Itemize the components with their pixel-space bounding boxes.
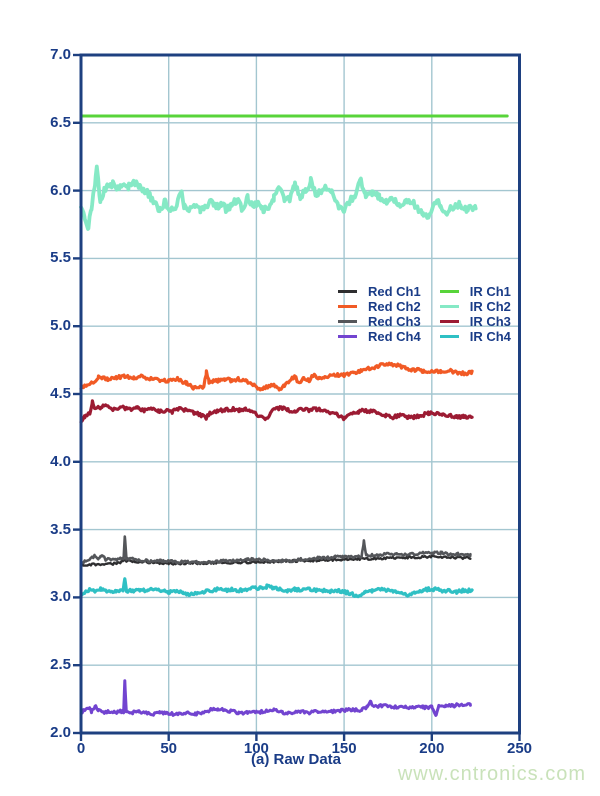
series-ir-ch2 xyxy=(79,164,478,231)
legend-entry: Red Ch2 xyxy=(338,299,421,314)
legend-label: IR Ch3 xyxy=(469,314,511,329)
legend-swatch-icon xyxy=(338,305,357,308)
x-tick-label: 200 xyxy=(419,740,445,757)
watermark-text: www.cntronics.com xyxy=(397,763,586,785)
y-tick-label: 5.5 xyxy=(50,249,71,267)
legend-entry: Red Ch3 xyxy=(338,314,421,329)
legend-swatch-icon xyxy=(338,290,357,293)
y-tick-label: 3.0 xyxy=(50,588,71,606)
series-ir-ch4 xyxy=(79,577,474,599)
legend-swatch-icon xyxy=(439,320,459,323)
legend-label: IR Ch2 xyxy=(469,299,511,314)
y-tick-label: 2.5 xyxy=(50,656,71,674)
y-tick-label: 5.0 xyxy=(50,317,71,335)
y-tick-label: 2.0 xyxy=(50,724,71,741)
legend-swatch-icon xyxy=(439,290,459,293)
series-red-ch2 xyxy=(79,361,474,392)
legend-entry: IR Ch3 xyxy=(439,314,511,329)
legend-entry: IR Ch4 xyxy=(439,329,511,344)
y-tick-label: 4.5 xyxy=(50,385,71,402)
legend-label: Red Ch2 xyxy=(368,299,421,314)
legend-column: IR Ch1 IR Ch2 IR Ch3 IR Ch4 xyxy=(439,284,511,344)
chart-legend: Red Ch1 Red Ch2 Red Ch3 Red Ch4 IR Ch1 IR Ch2… xyxy=(338,284,511,344)
legend-column: Red Ch1 Red Ch2 Red Ch3 Red Ch4 xyxy=(338,284,421,344)
series-ir-ch3 xyxy=(79,399,474,424)
y-tick-label: 6.0 xyxy=(50,181,71,199)
y-tick-label: 6.5 xyxy=(50,113,71,131)
series-red-ch4 xyxy=(79,679,472,717)
legend-label: Red Ch1 xyxy=(368,284,421,299)
legend-swatch-icon xyxy=(439,335,459,338)
x-tick-label: 150 xyxy=(331,740,357,757)
legend-entry: IR Ch1 xyxy=(439,284,511,299)
y-tick-label: 7.0 xyxy=(50,46,71,63)
legend-swatch-icon xyxy=(338,335,357,338)
legend-label: IR Ch1 xyxy=(469,284,511,299)
legend-swatch-icon xyxy=(338,320,357,323)
y-tick-label: 4.0 xyxy=(50,452,71,470)
x-tick-label: 250 xyxy=(506,740,533,757)
x-tick-label: 100 xyxy=(243,740,269,757)
series-red-ch3 xyxy=(79,535,472,565)
legend-label: Red Ch3 xyxy=(368,314,421,329)
chart-caption: (a) Raw Data xyxy=(250,751,342,768)
legend-label: Red Ch4 xyxy=(368,329,421,344)
x-tick-label: 0 xyxy=(76,740,86,757)
legend-entry: Red Ch1 xyxy=(338,284,421,299)
x-tick-label: 50 xyxy=(160,740,178,757)
y-tick-label: 3.5 xyxy=(50,520,71,538)
legend-entry: Red Ch4 xyxy=(338,329,421,344)
legend-entry: IR Ch2 xyxy=(439,299,511,314)
legend-swatch-icon xyxy=(439,305,459,308)
legend-label: IR Ch4 xyxy=(469,329,511,344)
